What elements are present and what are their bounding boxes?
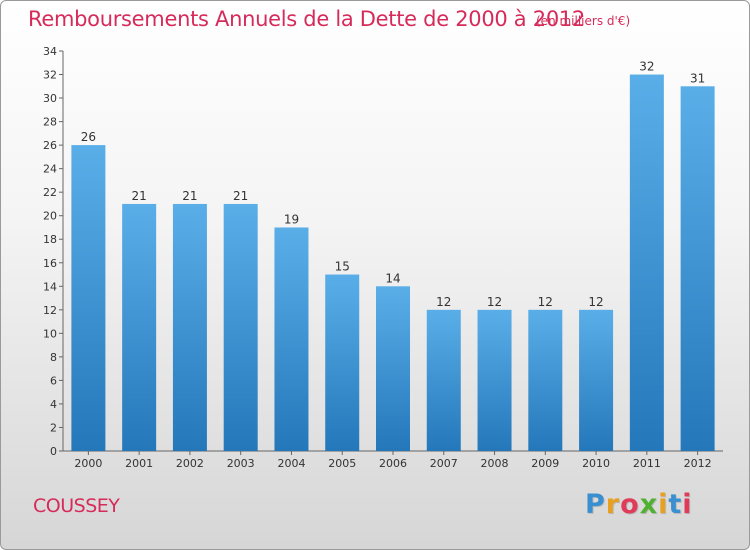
data-label: 12 bbox=[436, 295, 451, 309]
x-tick-label: 2004 bbox=[277, 457, 305, 470]
chart-subtitle: (en milliers d'€) bbox=[536, 14, 631, 28]
bar bbox=[223, 203, 258, 451]
bar bbox=[680, 86, 715, 451]
x-tick-label: 2005 bbox=[328, 457, 356, 470]
y-tick-label: 30 bbox=[43, 92, 57, 105]
bar bbox=[579, 309, 614, 451]
data-label: 12 bbox=[487, 295, 502, 309]
y-tick-label: 2 bbox=[50, 421, 57, 434]
x-tick-label: 2010 bbox=[582, 457, 610, 470]
data-label: 26 bbox=[81, 130, 96, 144]
x-tick-label: 2009 bbox=[531, 457, 559, 470]
commune-name: COUSSEY bbox=[33, 495, 120, 517]
proxiti-logo: Proxiti bbox=[585, 489, 693, 520]
x-tick-label: 2003 bbox=[227, 457, 255, 470]
data-label: 21 bbox=[132, 189, 147, 203]
data-label: 14 bbox=[385, 271, 400, 285]
data-label: 15 bbox=[335, 260, 350, 274]
y-tick-label: 10 bbox=[43, 327, 57, 340]
y-tick-label: 20 bbox=[43, 210, 57, 223]
bar bbox=[629, 74, 664, 451]
bar bbox=[325, 274, 360, 451]
bar bbox=[528, 309, 563, 451]
y-tick-label: 24 bbox=[43, 163, 57, 176]
y-tick-label: 8 bbox=[50, 351, 57, 364]
y-tick-label: 14 bbox=[43, 280, 57, 293]
y-tick-label: 28 bbox=[43, 116, 57, 129]
y-tick-label: 12 bbox=[43, 304, 57, 317]
logo-letter: r bbox=[605, 489, 621, 520]
data-label: 21 bbox=[182, 189, 197, 203]
y-tick-label: 26 bbox=[43, 139, 57, 152]
x-tick-label: 2012 bbox=[684, 457, 712, 470]
y-tick-label: 4 bbox=[50, 398, 57, 411]
bar bbox=[274, 227, 309, 451]
data-label: 12 bbox=[538, 295, 553, 309]
logo-letter: P bbox=[585, 489, 606, 520]
y-tick-label: 34 bbox=[43, 45, 57, 58]
y-tick-label: 0 bbox=[50, 445, 57, 458]
x-tick-label: 2002 bbox=[176, 457, 204, 470]
y-tick-label: 6 bbox=[50, 374, 57, 387]
y-tick-label: 32 bbox=[43, 69, 57, 82]
data-label: 32 bbox=[639, 60, 654, 74]
logo-letter: i bbox=[682, 489, 693, 520]
bar bbox=[71, 145, 106, 451]
x-tick-label: 2001 bbox=[125, 457, 153, 470]
bar bbox=[426, 309, 461, 451]
data-label: 12 bbox=[588, 295, 603, 309]
logo-letter: x bbox=[639, 489, 659, 520]
logo-letter: t bbox=[668, 489, 683, 520]
chart-bars bbox=[71, 74, 715, 451]
x-tick-label: 2006 bbox=[379, 457, 407, 470]
chart-title: Remboursements Annuels de la Dette de 20… bbox=[28, 7, 585, 31]
chart-labels: 2000 26 2001 21 2002 21 2003 21 2004 19 2005 15 2006… bbox=[74, 60, 711, 470]
y-tick-label: 16 bbox=[43, 257, 57, 270]
logo-letter: i bbox=[658, 489, 669, 520]
logo-letter: o bbox=[620, 489, 640, 520]
bar bbox=[376, 286, 410, 451]
y-tick-label: 22 bbox=[43, 186, 57, 199]
data-label: 19 bbox=[284, 212, 299, 226]
x-tick-label: 2000 bbox=[74, 457, 102, 470]
bar bbox=[122, 203, 157, 451]
data-label: 21 bbox=[233, 189, 248, 203]
data-label: 31 bbox=[690, 71, 705, 85]
x-tick-label: 2008 bbox=[481, 457, 509, 470]
x-tick-label: 2007 bbox=[430, 457, 458, 470]
y-tick-label: 18 bbox=[43, 233, 57, 246]
bar bbox=[477, 309, 512, 451]
bar bbox=[172, 203, 207, 451]
x-tick-label: 2011 bbox=[633, 457, 661, 470]
